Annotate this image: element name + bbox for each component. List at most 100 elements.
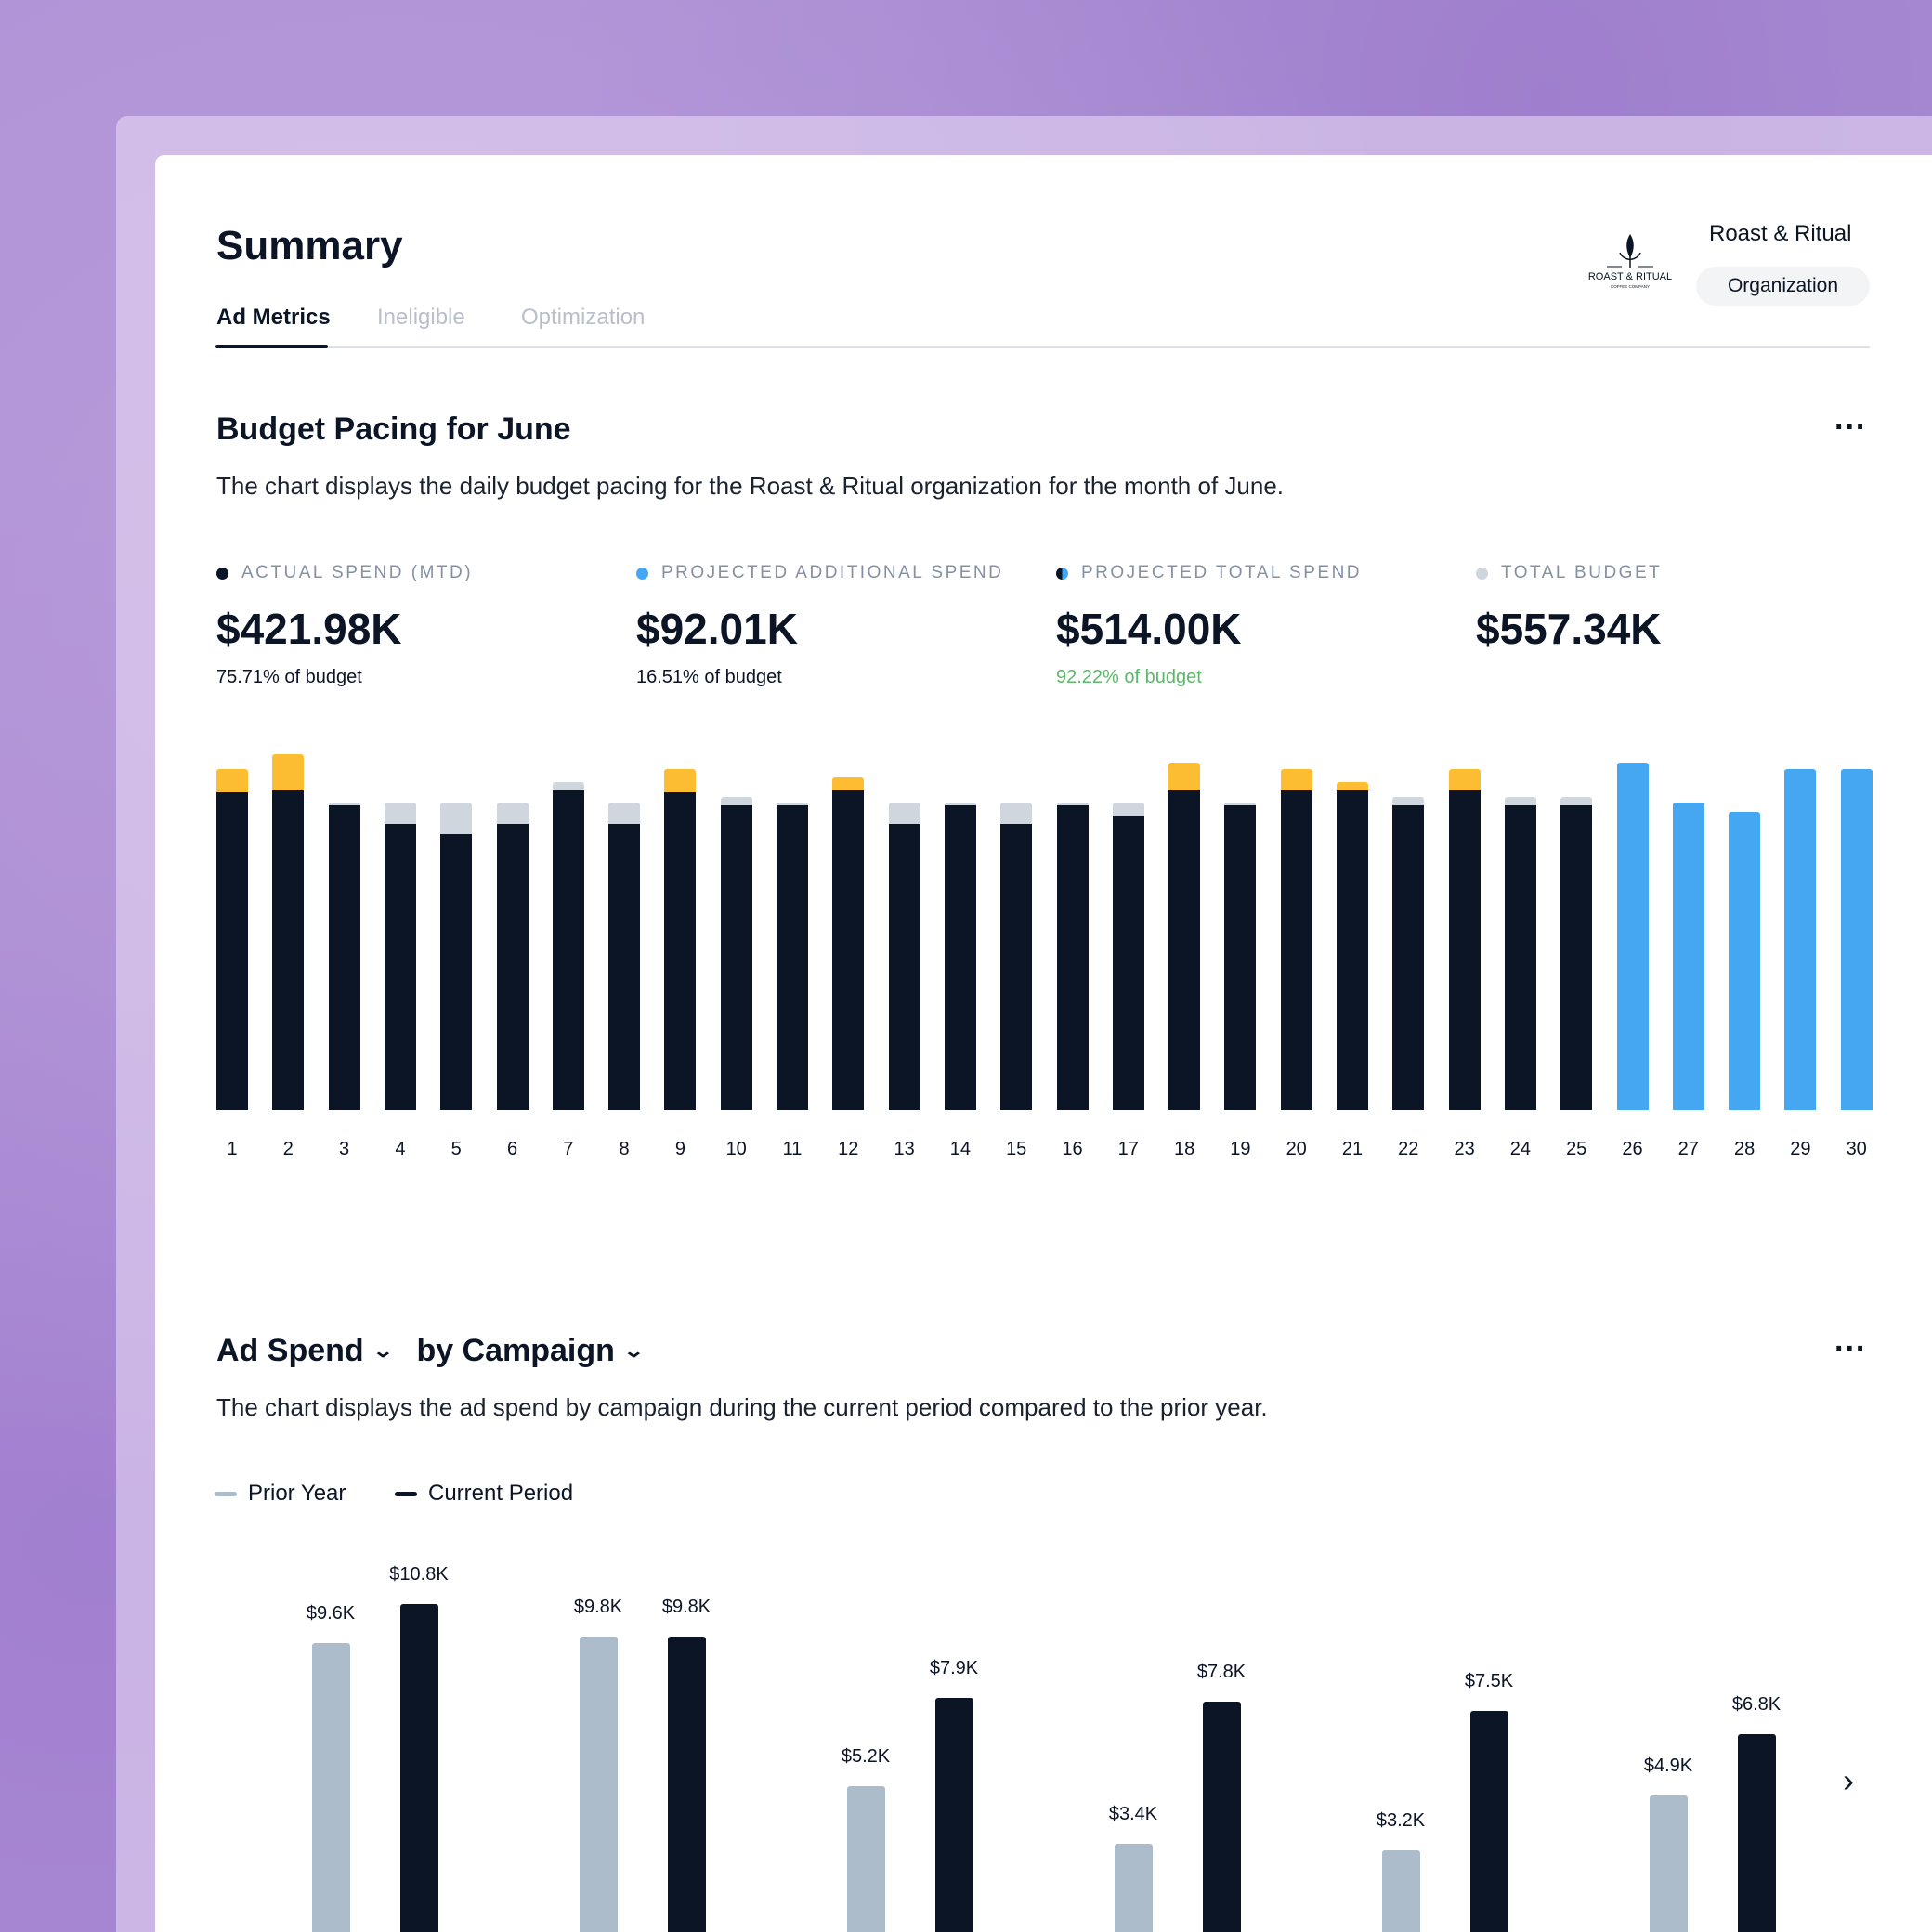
current-period-bar[interactable] (1203, 1701, 1241, 1932)
actual-spend-bar[interactable] (272, 790, 305, 1110)
under-budget-bar (552, 782, 584, 794)
metric-label: PROJECTED ADDITIONAL SPEND (636, 563, 1003, 583)
prior-year-bar[interactable] (580, 1636, 618, 1932)
actual-spend-bar[interactable] (1504, 805, 1536, 1110)
metric-label: ACTUAL SPEND (MTD) (216, 563, 473, 583)
metric-label: PROJECTED TOTAL SPEND (1056, 563, 1362, 583)
prior-year-bar[interactable] (1650, 1795, 1688, 1932)
tab-optimization[interactable]: Optimization (521, 305, 646, 330)
x-tick-label: 30 (1846, 1139, 1867, 1159)
prior-year-bar[interactable] (847, 1785, 885, 1932)
x-tick-label: 19 (1230, 1139, 1251, 1159)
bar-value-label: $3.4K (1108, 1804, 1158, 1825)
page-title: Summary (216, 223, 403, 268)
x-tick-label: 29 (1790, 1139, 1811, 1159)
actual-spend-bar[interactable] (1392, 805, 1425, 1110)
over-budget-bar (832, 777, 865, 794)
actual-spend-bar[interactable] (1056, 805, 1089, 1110)
metric-dropdown[interactable]: Ad Spend ⌄ (216, 1333, 394, 1369)
prior-year-bar[interactable] (1382, 1850, 1420, 1932)
bar-value-label: $9.6K (306, 1602, 356, 1624)
chevron-down-icon: ⌄ (372, 1341, 394, 1362)
tab-ad-metrics[interactable]: Ad Metrics (216, 305, 331, 330)
actual-spend-bar[interactable] (832, 790, 865, 1110)
x-tick-label: 11 (782, 1139, 803, 1159)
projected-spend-bar[interactable] (1672, 802, 1704, 1110)
actual-spend-bar[interactable] (552, 790, 584, 1110)
actual-spend-bar[interactable] (496, 823, 529, 1110)
x-tick-label: 23 (1454, 1139, 1475, 1159)
actual-spend-bar[interactable] (1337, 790, 1368, 1110)
x-tick-label: 22 (1398, 1139, 1419, 1159)
x-tick-label: 15 (1006, 1139, 1027, 1159)
ad-spend-more-menu[interactable]: ... (1834, 1323, 1867, 1358)
under-budget-bar (1392, 797, 1425, 809)
under-budget-bar (888, 802, 920, 827)
over-budget-bar (1448, 769, 1481, 794)
chevron-down-icon: ⌄ (622, 1341, 646, 1362)
ad-spend-description: The chart displays the ad spend by campa… (216, 1393, 1268, 1421)
current-period-bar[interactable] (935, 1698, 973, 1932)
metric-label-text: TOTAL BUDGET (1501, 563, 1663, 582)
under-budget-bar (440, 802, 473, 837)
actual-spend-bar[interactable] (440, 833, 473, 1110)
group-dropdown[interactable]: by Campaign ⌄ (416, 1333, 645, 1369)
org-type-badge[interactable]: Organization (1696, 267, 1870, 306)
metric-percent: 92.22% of budget (1056, 667, 1202, 687)
actual-spend-bar[interactable] (1224, 805, 1257, 1110)
bar-value-label: $6.8K (1731, 1693, 1782, 1715)
actual-spend-bar[interactable] (216, 791, 248, 1110)
under-budget-bar (608, 802, 641, 827)
actual-spend-bar[interactable] (328, 805, 360, 1110)
svg-text:COFFEE COMPANY: COFFEE COMPANY (1611, 284, 1650, 289)
x-tick-label: 21 (1341, 1139, 1364, 1159)
budget-pacing-title: Budget Pacing for June (216, 411, 571, 447)
actual-spend-bar[interactable] (888, 823, 920, 1110)
actual-spend-bar[interactable] (1000, 823, 1033, 1110)
x-tick-label: 28 (1733, 1139, 1756, 1159)
metric-value: $421.98K (216, 605, 402, 653)
budget-more-menu[interactable]: ... (1834, 401, 1867, 437)
under-budget-bar (328, 802, 360, 809)
tab-ineligible[interactable]: Ineligible (377, 305, 465, 330)
under-budget-bar (496, 802, 529, 827)
bar-value-label: $5.2K (841, 1745, 891, 1767)
actual-spend-bar[interactable] (1280, 790, 1312, 1110)
metric-label-text: PROJECTED TOTAL SPEND (1081, 563, 1363, 582)
over-budget-bar (272, 754, 305, 794)
current-period-bar[interactable] (400, 1604, 438, 1932)
projected-spend-bar[interactable] (1784, 769, 1817, 1110)
actual-spend-bar[interactable] (1560, 805, 1593, 1110)
current-period-bar[interactable] (668, 1636, 706, 1932)
actual-spend-bar[interactable] (1448, 790, 1481, 1110)
projected-spend-bar[interactable] (1729, 812, 1761, 1110)
prior-year-bar[interactable] (1115, 1844, 1153, 1932)
metric-value: $514.00K (1056, 605, 1242, 653)
legend-label: Prior Year (248, 1481, 346, 1506)
actual-spend-bar[interactable] (777, 805, 808, 1110)
actual-spend-bar[interactable] (384, 823, 416, 1110)
legend-dot-icon (636, 567, 648, 580)
ad-spend-heading: Ad Spend ⌄ by Campaign ⌄ (216, 1333, 645, 1369)
current-period-bar[interactable] (1470, 1711, 1508, 1932)
actual-spend-bar[interactable] (608, 823, 641, 1110)
actual-spend-bar[interactable] (664, 791, 697, 1110)
projected-spend-bar[interactable] (1840, 769, 1873, 1110)
actual-spend-bar[interactable] (1168, 790, 1201, 1110)
projected-spend-bar[interactable] (1616, 762, 1649, 1110)
x-tick-label: 18 (1173, 1139, 1195, 1159)
actual-spend-bar[interactable] (720, 805, 752, 1110)
prior-year-bar[interactable] (312, 1642, 350, 1932)
x-tick-label: 1 (227, 1139, 238, 1159)
actual-spend-bar[interactable] (1112, 815, 1144, 1110)
chevron-right-icon[interactable]: › (1843, 1761, 1854, 1799)
over-budget-bar (216, 769, 248, 795)
current-period-bar[interactable] (1738, 1733, 1776, 1932)
actual-spend-bar[interactable] (944, 805, 976, 1110)
x-tick-label: 25 (1566, 1139, 1587, 1159)
legend-current-period[interactable]: Current Period (395, 1481, 573, 1507)
legend-prior-year[interactable]: Prior Year (215, 1481, 346, 1507)
org-logo: ROAST & RITUAL COFFEE COMPANY (1579, 230, 1681, 292)
bar-value-label: $7.8K (1196, 1661, 1247, 1682)
